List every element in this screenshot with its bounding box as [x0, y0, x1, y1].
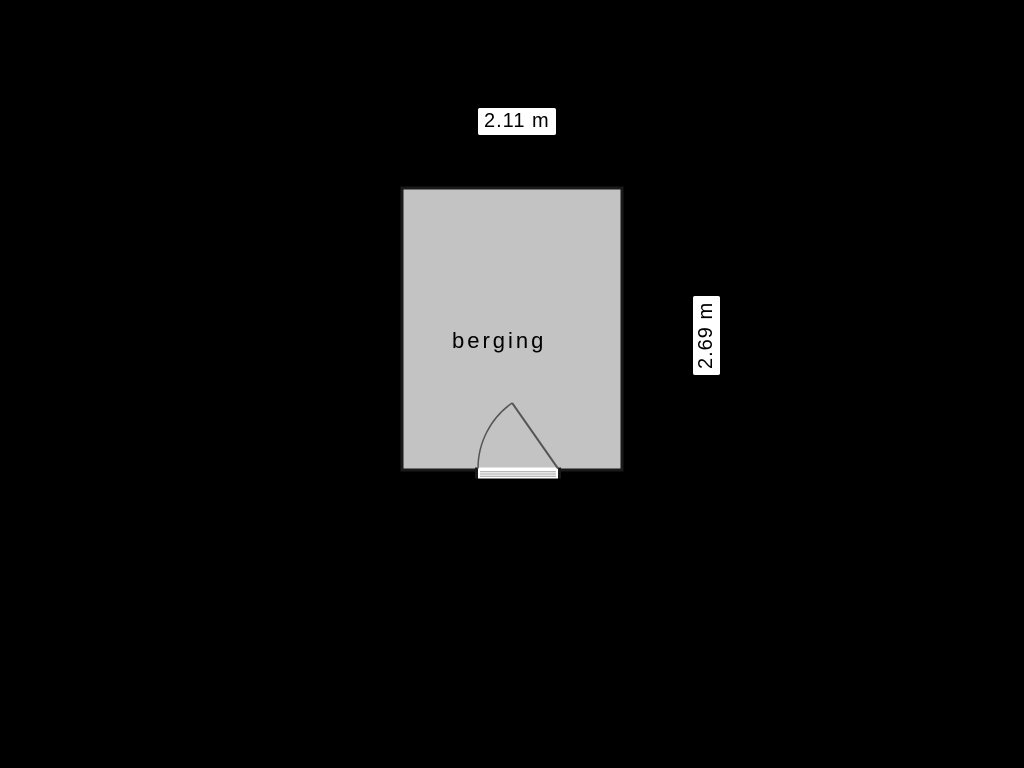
dimension-width-label: 2.11 m: [478, 108, 556, 135]
dimension-height-label: 2.69 m: [693, 296, 720, 375]
room-label-text: berging: [452, 328, 546, 353]
dimension-width-text: 2.11 m: [484, 110, 550, 132]
dimension-height-text: 2.69 m: [695, 302, 717, 369]
room-label: berging: [452, 328, 546, 354]
floorplan-canvas: 2.11 m 2.69 m berging: [0, 0, 1024, 768]
